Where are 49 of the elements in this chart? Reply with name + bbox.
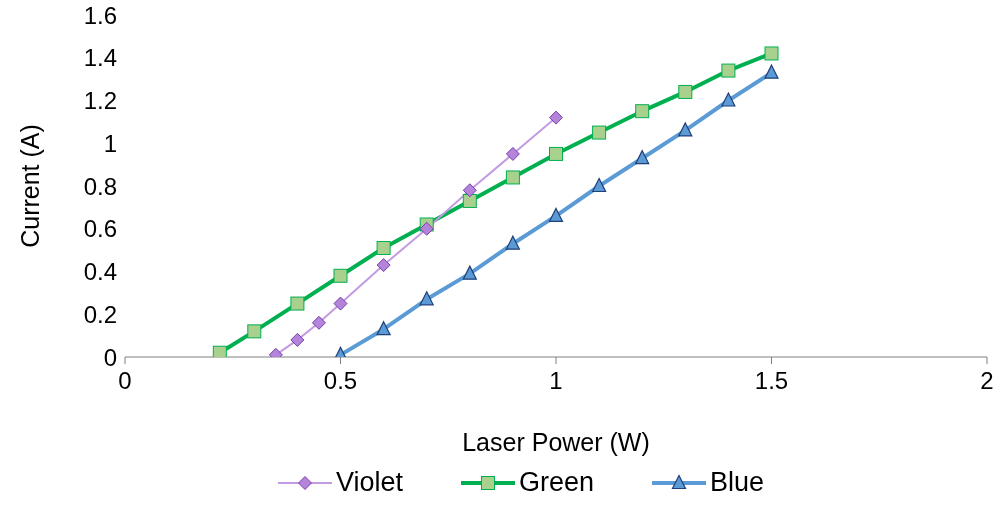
point: [376, 258, 391, 273]
point: [592, 125, 607, 140]
point: [721, 63, 736, 78]
legend-label: Green: [518, 467, 595, 498]
legend-label: Blue: [710, 467, 765, 498]
legend-label: Violet: [335, 467, 403, 498]
x-tick-label: 1.5: [754, 367, 789, 395]
point: [678, 84, 693, 99]
point: [462, 265, 477, 280]
point: [721, 92, 736, 107]
point: [549, 110, 563, 125]
y-tick-label: 1: [103, 129, 117, 157]
y-tick-label: 0.4: [83, 258, 117, 286]
y-tick-label: 1.2: [83, 87, 117, 115]
x-tick-label: 1: [549, 367, 563, 395]
point: [290, 332, 305, 347]
point: [764, 46, 779, 61]
point: [290, 296, 305, 311]
point: [462, 183, 477, 198]
point: [764, 64, 779, 79]
y-tick-label: 0.2: [83, 300, 117, 328]
y-tick-label: 1.4: [83, 44, 117, 72]
point: [333, 296, 348, 311]
point: [549, 146, 563, 161]
point: [376, 240, 391, 255]
point: [247, 324, 262, 339]
y-tick-label: 0: [103, 343, 117, 371]
y-axis-title: Current (A): [15, 124, 44, 248]
x-tick-label: 2: [980, 367, 994, 395]
point: [419, 291, 434, 306]
point: [212, 345, 227, 357]
x-tick-label: 0.5: [323, 367, 358, 395]
point: [548, 207, 564, 223]
point: [419, 221, 434, 236]
x-axis-title: Laser Power (W): [462, 428, 650, 456]
y-tick-label: 0.6: [83, 215, 117, 243]
point: [505, 146, 520, 161]
point: [333, 268, 348, 283]
point: [311, 315, 326, 330]
point: [592, 177, 607, 193]
point: [635, 104, 650, 119]
point: [505, 170, 520, 185]
y-tick-label: 1.6: [83, 1, 117, 29]
point: [678, 122, 693, 137]
point: [376, 321, 391, 336]
point: [505, 235, 520, 250]
y-tick-label: 0.8: [83, 172, 117, 200]
point: [462, 193, 477, 208]
point: [635, 150, 650, 165]
